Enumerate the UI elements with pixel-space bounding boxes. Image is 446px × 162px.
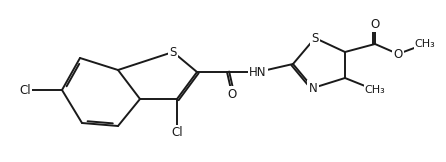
Text: Cl: Cl — [171, 127, 183, 139]
Text: O: O — [393, 47, 403, 60]
Text: S: S — [169, 46, 177, 58]
Text: CH₃: CH₃ — [415, 39, 435, 49]
Text: O: O — [370, 17, 380, 30]
Text: CH₃: CH₃ — [365, 85, 385, 95]
Text: S: S — [311, 31, 319, 45]
Text: Cl: Cl — [19, 83, 31, 97]
Text: N: N — [309, 81, 318, 94]
Text: O: O — [227, 87, 237, 100]
Text: HN: HN — [249, 65, 267, 79]
